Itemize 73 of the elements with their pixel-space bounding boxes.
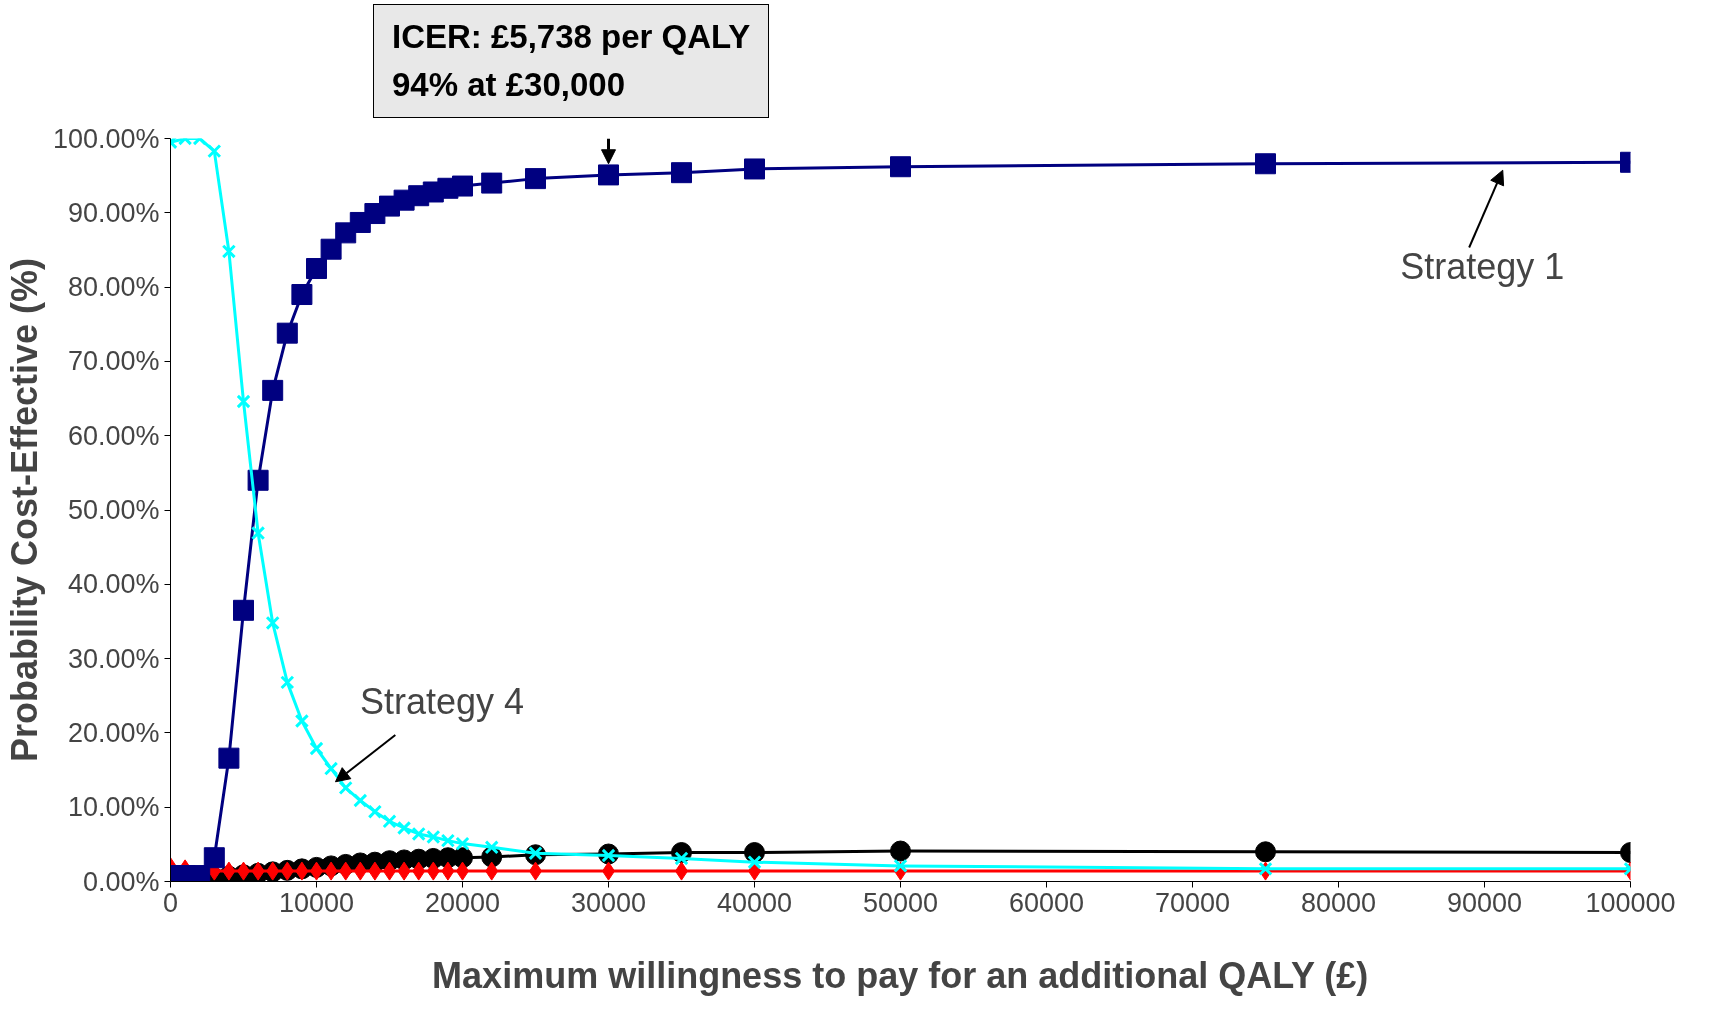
point — [481, 172, 503, 194]
point — [744, 158, 765, 180]
point — [353, 793, 368, 808]
point — [485, 861, 499, 881]
point — [236, 394, 251, 409]
x-tick-label: 60000 — [1008, 887, 1085, 918]
point — [484, 839, 499, 855]
point — [893, 858, 908, 873]
point — [1255, 840, 1276, 862]
x-tick-label: 90000 — [1446, 887, 1523, 918]
point — [412, 861, 426, 881]
y-axis-title: Probability Cost-Effective (%) — [3, 257, 45, 762]
point — [262, 379, 284, 401]
y-tick-label: 0.00% — [82, 866, 160, 897]
point — [890, 155, 911, 177]
point — [1255, 152, 1276, 174]
x-tick-label: 10000 — [278, 887, 355, 918]
y-tick-label: 60.00% — [67, 420, 160, 451]
x-tick-label: 80000 — [1300, 887, 1377, 918]
point — [265, 615, 280, 630]
point — [280, 674, 295, 690]
point — [324, 861, 338, 881]
point — [276, 322, 298, 344]
point — [671, 161, 692, 183]
point — [320, 238, 342, 260]
x-axis-title: Maximum willingness to pay for an additional QALY (£) — [432, 954, 1369, 996]
point — [397, 861, 411, 881]
y-tick-label: 70.00% — [67, 346, 160, 377]
y-tick-label: 10.00% — [67, 791, 160, 822]
y-tick-label: 40.00% — [67, 568, 160, 599]
x-tick-label: 0 — [162, 887, 179, 918]
point — [525, 167, 546, 189]
point — [339, 861, 353, 881]
x-tick-label: 20000 — [424, 887, 501, 918]
point — [396, 820, 412, 835]
x-tick-label: 50000 — [862, 887, 939, 918]
x-tick-label: 70000 — [1154, 887, 1231, 918]
point — [353, 861, 367, 881]
y-tick-label: 20.00% — [67, 717, 160, 748]
y-tick-label: 80.00% — [67, 271, 160, 302]
y-tick-label: 100.00% — [52, 123, 160, 154]
point — [368, 861, 382, 881]
point — [291, 283, 313, 305]
point — [203, 846, 225, 868]
point — [309, 741, 324, 756]
point — [598, 164, 619, 186]
point — [747, 854, 762, 870]
point — [294, 713, 310, 728]
point — [441, 861, 455, 881]
point — [218, 747, 240, 769]
y-tick-label: 30.00% — [67, 643, 160, 674]
x-tick-label: 40000 — [716, 887, 793, 918]
x-tick-label: 100000 — [1585, 887, 1676, 918]
point — [233, 599, 254, 621]
point — [207, 143, 222, 158]
point — [222, 861, 236, 881]
y-tick-label: 50.00% — [67, 494, 160, 525]
point — [221, 243, 237, 259]
series-label: Strategy 4 — [360, 680, 525, 722]
y-tick-label: 90.00% — [67, 197, 160, 228]
point — [323, 761, 339, 776]
x-tick-label: 30000 — [570, 887, 647, 918]
point — [382, 813, 397, 829]
point — [338, 780, 353, 795]
point — [250, 525, 266, 540]
point — [306, 257, 327, 279]
point — [1258, 861, 1273, 876]
annotation: ICER: £5,738 per QALY 94% at £30,000 — [392, 17, 751, 105]
text: Strategy 1 — [1400, 246, 1565, 287]
point — [426, 861, 440, 881]
point — [452, 175, 473, 197]
point — [367, 804, 383, 819]
point — [890, 840, 911, 862]
